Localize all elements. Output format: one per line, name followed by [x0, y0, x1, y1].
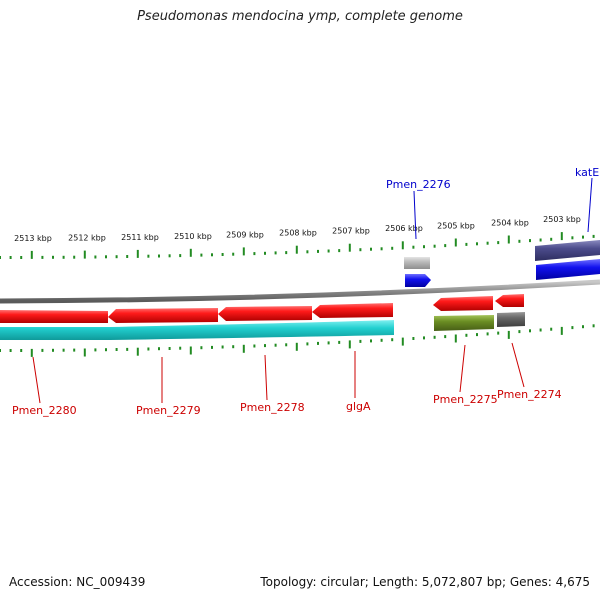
cds-arrow-pmen-2279 [108, 308, 218, 323]
scale-label: 2506 kbp [385, 224, 423, 233]
upper-tick-ring [0, 232, 595, 259]
feature-navy [535, 240, 600, 261]
scale-label: 2511 kbp [121, 233, 159, 242]
scale-labels: 2513 kbp 2512 kbp 2511 kbp 2510 kbp 2509 kbp… [14, 215, 581, 243]
topology-text: Topology: circular; Length: 5,072,807 bp… [260, 575, 590, 589]
gene-label-pmen-2278: Pmen_2278 [240, 401, 305, 414]
scale-label: 2507 kbp [332, 227, 370, 236]
feature-gray [497, 312, 525, 327]
scale-label: 2512 kbp [68, 234, 106, 243]
gene-label-pmen-2274: Pmen_2274 [497, 388, 562, 401]
gene-labels: katE Pmen_2276 Pmen_2280 Pmen_2279 Pmen_… [12, 166, 599, 417]
cds-arrow-pmen-2274 [495, 294, 524, 307]
connector-pmen-2275 [459, 344, 466, 393]
connector-pmen-2280 [32, 356, 41, 404]
cds-arrow-glga [312, 303, 393, 318]
feature-blue-katE [536, 259, 600, 280]
scale-label: 2505 kbp [437, 222, 475, 231]
gene-track-cyan [0, 320, 394, 340]
scale-label: 2513 kbp [14, 234, 52, 243]
scale-label: 2508 kbp [279, 229, 317, 238]
scale-label: 2510 kbp [174, 232, 212, 241]
connector-katE [587, 177, 593, 233]
genome-backbone [0, 279, 600, 304]
gene-label-pmen-2276: Pmen_2276 [386, 178, 451, 191]
connector-pmen-2278 [264, 354, 268, 401]
scale-label: 2504 kbp [491, 218, 529, 227]
feature-olive [434, 315, 494, 331]
feature-light-gray [404, 257, 430, 269]
lower-tick-ring [0, 324, 595, 357]
cds-arrow-pmen-2275 [433, 296, 493, 311]
connector-pmen-2274 [511, 342, 525, 388]
map-title: Pseudomonas mendocina ymp, complete geno… [137, 9, 463, 24]
cds-arrow-pmen-2280 [0, 310, 108, 323]
gene-label-pmen-2279: Pmen_2279 [136, 404, 201, 417]
gene-label-glga: glgA [346, 400, 371, 413]
accession-text: Accession: NC_009439 [9, 575, 146, 589]
gene-label-pmen-2275: Pmen_2275 [433, 393, 498, 406]
scale-label: 2509 kbp [226, 230, 264, 239]
scale-label: 2503 kbp [543, 215, 581, 224]
cds-arrow-pmen-2278 [218, 306, 312, 321]
gene-label-katE: katE [575, 166, 599, 179]
connector-pmen-2276 [413, 190, 417, 240]
feature-blue-small [405, 274, 431, 287]
gene-label-pmen-2280: Pmen_2280 [12, 404, 77, 417]
